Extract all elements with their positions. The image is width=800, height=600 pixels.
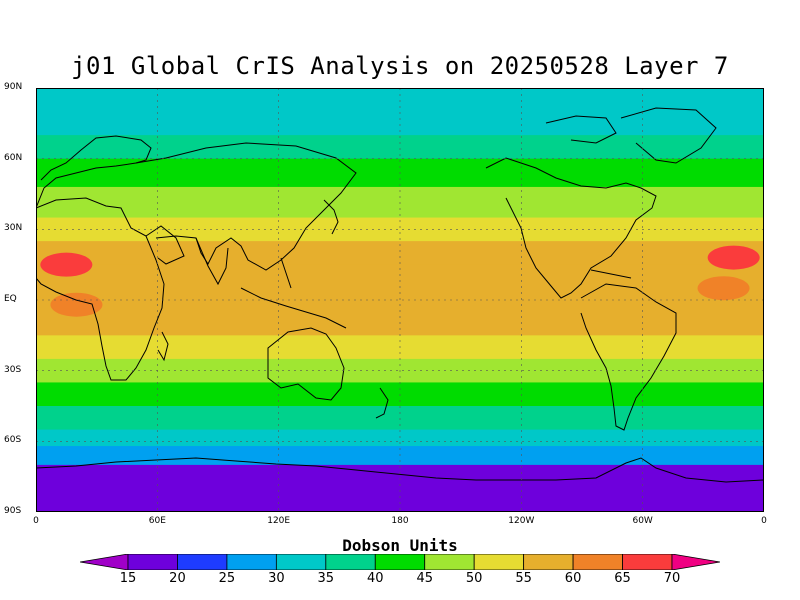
colorbar-tick-label: 35	[317, 571, 335, 586]
coastline-caribbean	[590, 269, 632, 279]
map-gridlines	[36, 88, 764, 512]
ozone-hotspot-0	[40, 252, 93, 277]
coastline-africa	[36, 197, 165, 381]
ozone-hotspots	[40, 245, 760, 317]
coastline-japan	[323, 199, 339, 235]
colorbar-title: Dobson Units	[342, 536, 458, 555]
coastline-europe	[36, 135, 152, 209]
lon-label: 0	[33, 516, 39, 526]
colorbar-swatch	[374, 554, 426, 570]
coastlines	[36, 107, 764, 483]
coastline-india	[195, 237, 229, 286]
lat-label: 60S	[4, 435, 22, 446]
ozone-hotspot-1	[707, 245, 760, 270]
colorbar-swatch	[226, 554, 277, 570]
ozone-hotspot-3	[697, 276, 750, 301]
coastline-greenland	[620, 107, 717, 164]
colorbar-tick-label: 30	[268, 571, 285, 586]
colorbar-tick-label: 15	[119, 571, 137, 586]
colorbar-swatch	[177, 554, 228, 570]
lat-label: EQ	[4, 294, 17, 304]
colorbar-swatch	[325, 554, 376, 570]
coastline-new-zealand	[375, 387, 389, 419]
lat-label: 30N	[4, 223, 23, 234]
ozone-band-11	[36, 429, 764, 447]
colorbar-tick-label: 65	[614, 571, 631, 586]
lat-label: 90N	[4, 82, 23, 92]
colorbar-swatch	[622, 554, 673, 570]
colorbar-tick-label: 55	[515, 571, 532, 586]
colorbar-tick-label: 45	[416, 571, 433, 586]
colorbar-tick-label: 25	[218, 571, 236, 586]
coastline-madagascar	[157, 331, 169, 362]
lon-label: 60W	[632, 516, 653, 526]
lat-label: 90S	[4, 506, 22, 516]
coastline-philippines	[280, 257, 292, 289]
colorbar-tick-label: 50	[465, 571, 483, 586]
colorbar-swatch	[523, 554, 574, 570]
coastline-north-america	[485, 157, 657, 299]
colorbar-tick-label: 20	[169, 571, 186, 586]
map-canvas	[36, 88, 764, 512]
colorbar-swatch	[80, 554, 129, 570]
map-frame	[36, 88, 764, 512]
colorbar-tick-label: 40	[366, 571, 384, 586]
coastline-australia	[267, 327, 345, 401]
coastline-south-america	[580, 283, 677, 431]
lat-label: 60N	[4, 152, 23, 163]
colorbar-swatch	[473, 554, 525, 570]
lon-label: 180	[391, 516, 409, 526]
colorbar-swatch	[275, 554, 327, 570]
colorbar-swatch	[127, 554, 178, 570]
lat-label: 30S	[4, 364, 22, 375]
colorbar-tick-label: 70	[663, 571, 681, 586]
lon-label: 0	[761, 516, 767, 526]
colorbar-swatch	[424, 554, 475, 570]
lon-label: 120E	[267, 516, 291, 526]
ozone-map	[36, 88, 764, 512]
ozone-band-13	[36, 464, 764, 512]
colorbar-swatch	[572, 554, 623, 570]
coastline-arctic-islands	[545, 115, 617, 144]
colorbar-swatch	[671, 554, 720, 570]
map-title: j01 Global CrIS Analysis on 20250528 Lay…	[71, 52, 729, 80]
coastline-antarctica	[36, 457, 764, 483]
coastline-indonesia	[240, 287, 347, 329]
ozone-hotspot-2	[50, 292, 103, 317]
coastline-arabia	[145, 225, 185, 265]
lon-label: 120W	[508, 516, 535, 526]
lon-label: 60E	[148, 516, 166, 526]
colorbar-tick-label: 60	[564, 571, 582, 586]
colorbar	[80, 554, 720, 570]
